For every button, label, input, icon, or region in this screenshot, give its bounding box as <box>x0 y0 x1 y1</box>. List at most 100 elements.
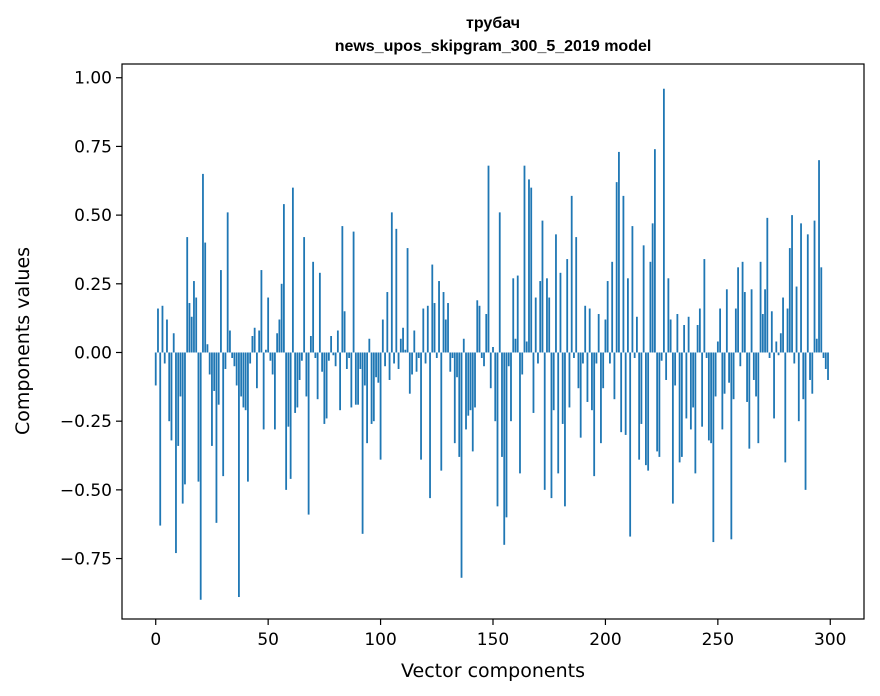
bar <box>429 352 431 499</box>
bar <box>199 352 202 600</box>
bar <box>597 314 600 353</box>
bar <box>476 300 479 353</box>
bar <box>314 352 317 358</box>
bar <box>267 297 270 353</box>
bar <box>170 352 173 441</box>
bar <box>676 314 679 353</box>
bar <box>179 352 182 397</box>
bar <box>298 352 301 380</box>
bar <box>249 352 252 364</box>
x-axis-ticks: 0 50 100 150 200 250 300 <box>150 619 846 650</box>
bar <box>235 352 238 386</box>
bar <box>743 292 746 353</box>
bar <box>609 352 611 364</box>
bar <box>287 352 290 427</box>
x-tick-label: 50 <box>257 630 279 650</box>
bar <box>651 223 654 353</box>
bar <box>528 179 530 353</box>
bar <box>262 352 265 430</box>
bar <box>222 352 225 477</box>
chart-subtitle: news_upos_skipgram_300_5_2019 model <box>335 38 652 55</box>
bar <box>573 352 575 358</box>
bar <box>707 352 710 441</box>
bar <box>408 352 411 394</box>
bar <box>512 278 515 353</box>
bar <box>341 226 344 353</box>
bar <box>768 352 771 358</box>
bar <box>157 308 159 353</box>
bar <box>271 352 274 375</box>
bar <box>615 182 618 353</box>
bar <box>770 311 773 353</box>
bar <box>775 341 778 353</box>
bar <box>674 352 677 386</box>
bar <box>730 352 733 540</box>
bar <box>368 338 371 353</box>
bar <box>334 352 337 367</box>
bar <box>739 352 742 367</box>
bar <box>593 352 596 477</box>
bar <box>779 333 782 353</box>
bar <box>815 338 818 353</box>
bar <box>208 352 211 375</box>
bar <box>166 319 168 353</box>
bar <box>197 352 200 482</box>
bar <box>568 352 571 408</box>
bar <box>327 352 330 361</box>
bar <box>818 160 820 353</box>
bar <box>645 352 647 466</box>
bar <box>469 352 472 411</box>
bar <box>269 352 272 361</box>
bar <box>575 237 578 353</box>
bar <box>483 352 485 367</box>
bar <box>280 283 283 353</box>
bar <box>525 341 528 353</box>
bar <box>757 352 760 444</box>
bar <box>725 289 728 353</box>
bar <box>276 333 279 353</box>
bar <box>806 234 809 353</box>
bar <box>510 352 512 422</box>
bar <box>449 352 452 372</box>
bar <box>184 352 186 485</box>
bar <box>195 297 198 353</box>
bar <box>543 352 546 490</box>
bar <box>741 261 744 353</box>
bar <box>546 278 548 353</box>
bar <box>755 352 757 397</box>
bar <box>692 352 695 408</box>
bar <box>231 352 234 358</box>
bar <box>323 352 326 424</box>
bar <box>453 352 456 444</box>
bar <box>321 352 324 372</box>
bar <box>611 261 614 353</box>
bar <box>417 352 420 358</box>
bar <box>660 352 663 361</box>
y-axis-ticks: −0.75 −0.50 −0.25 0.00 0.25 0.50 0.75 1.00 <box>60 69 122 570</box>
bar <box>748 352 751 449</box>
bar <box>256 352 258 389</box>
bar <box>791 215 793 353</box>
bar <box>278 319 281 353</box>
bar <box>462 338 465 353</box>
bar <box>687 316 690 353</box>
bar <box>325 352 328 419</box>
bar <box>811 352 814 394</box>
bar <box>658 352 661 457</box>
bar <box>492 347 494 353</box>
bar <box>305 352 308 397</box>
bar <box>265 349 267 353</box>
bar <box>786 308 789 353</box>
bar <box>251 336 254 353</box>
bar <box>213 352 216 391</box>
x-tick-label: 0 <box>150 630 161 650</box>
bar <box>177 352 180 446</box>
bar <box>444 319 447 353</box>
bar <box>211 352 213 446</box>
bar <box>516 275 519 353</box>
bar <box>797 352 800 422</box>
bar <box>274 352 276 430</box>
bar <box>519 352 521 474</box>
bar <box>244 352 247 411</box>
